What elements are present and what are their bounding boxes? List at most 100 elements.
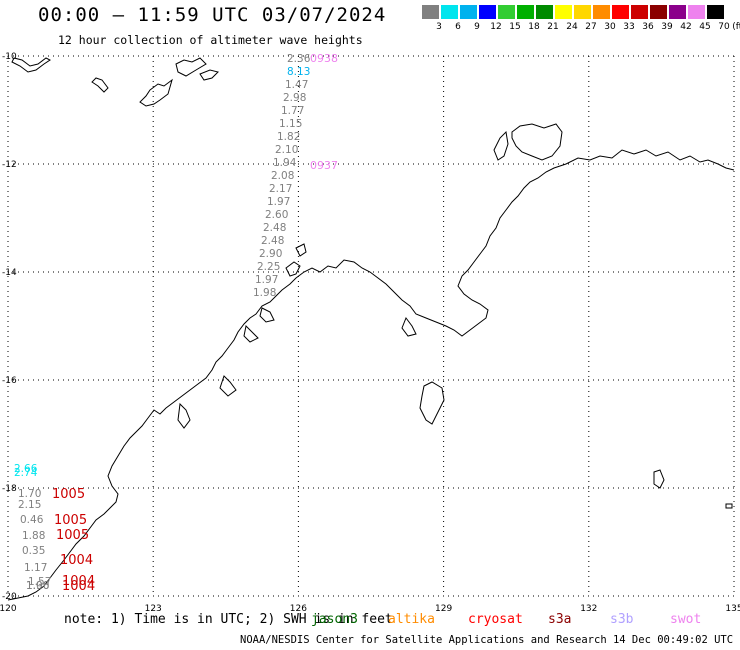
longitude-label: 120 [0,604,17,614]
longitude-label: 129 [435,604,452,614]
wave-height-reading: 2.25 [257,261,280,273]
wave-height-reading: 1.06 [26,580,50,592]
longitude-label: 123 [145,604,162,614]
island-coastline [493,130,509,161]
wave-height-reading: 2.10 [275,144,298,156]
scale-swatch [574,5,591,19]
track-time-label: 1005 [52,487,85,502]
wave-height-reading: 2.08 [271,170,294,182]
scale-label: 42 [680,22,692,32]
scale-label: 27 [585,22,597,32]
scale-label: 9 [474,22,480,32]
track-time-label: 1005 [54,513,87,528]
wave-height-reading: 2.60 [265,209,288,221]
scale-swatch [517,5,534,19]
wave-height-reading: 1.17 [24,562,47,574]
latitude-label: -16 [2,376,17,386]
wave-height-reading: 1.82 [277,131,300,143]
scale-swatch [498,5,515,19]
longitude-label: 135 [725,604,740,614]
scale-label: 24 [566,22,578,32]
latitude-label: -20 [2,592,17,602]
wave-height-reading: 8.13 [287,66,310,78]
island-coastline [295,243,307,257]
track-time-label: 1004 [60,553,93,568]
track-time-label: 1004 [62,574,95,589]
scale-swatch [441,5,458,19]
satellite-legend-altika: altika [388,612,435,627]
wave-height-reading: 2.15 [18,499,41,511]
wave-height-reading: 2.36 [287,53,311,65]
island-coastline [653,469,665,489]
legend-note: note: 1) Time is in UTC; 2) SWH is in fe… [64,612,393,627]
satellite-legend-s3a: s3a [548,612,572,627]
track-time-label: 1004 [62,579,95,594]
wave-height-reading: 2.66 [14,463,38,475]
wave-height-reading: 2.98 [283,92,306,104]
wave-height-reading: 1.94 [273,157,297,169]
map-labels: 2.368.131.472.981.771.151.822.101.942.08… [14,52,338,594]
wave-height-reading: 0.46 [20,514,44,526]
island-coastline [175,57,207,77]
wave-height-reading: 1.77 [281,105,304,117]
wave-height-reading: 2.17 [269,183,292,195]
graticule: 120 123 126 129 132 135 -10 -12 -14 -16 -18 -20 [0,52,740,614]
scale-swatch [650,5,667,19]
island-coastline [259,307,275,323]
scale-label: 18 [528,22,540,32]
map-title: 00:00 – 11:59 UTC 03/07/2024 [38,4,387,26]
scale-swatch [536,5,553,19]
island-coastline [419,381,445,425]
scale-label: 70 [718,22,730,32]
scale-swatch [612,5,629,19]
wave-height-reading: 2.48 [261,235,284,247]
wave-height-reading: 1.88 [22,530,45,542]
latitude-label: -10 [2,52,17,62]
scale-swatch [555,5,572,19]
satellite-legend-cryosat: cryosat [468,612,523,627]
wave-height-reading: 2.48 [263,222,286,234]
scale-label: 15 [509,22,521,32]
island-coastline [139,78,173,107]
track-time-label: 0937 [310,159,338,172]
scale-label: 36 [642,22,654,32]
island-coastline [725,503,733,509]
scale-swatch [631,5,648,19]
scale-label: 6 [455,22,461,32]
scale-swatch [422,5,439,19]
latitude-label: -18 [2,484,17,494]
australia-coastline [7,149,735,601]
wave-height-reading: 2.74 [14,467,38,479]
latitude-label: -12 [2,160,17,170]
wave-height-reading: 1.70 [18,488,41,500]
island-coastline [219,375,237,397]
scale-label: 21 [547,22,559,32]
longitude-label: 132 [580,604,597,614]
scale-label: 45 [699,22,711,32]
scale-swatch [593,5,610,19]
scale-label: 30 [604,22,616,32]
scale-unit: (ft) [732,22,740,32]
coastline [7,57,735,601]
wave-height-reading: 1.97 [267,196,290,208]
island-coastline [243,324,259,343]
credit-line: NOAA/NESDIS Center for Satellite Applica… [240,634,740,646]
wave-height-reading: 1.90 [26,580,49,592]
island-coastline [11,57,51,73]
scale-label: 33 [623,22,635,32]
wave-height-reading: 0.35 [22,545,45,557]
island-coastline [401,316,417,337]
island-coastline [199,69,219,81]
scale-swatch [688,5,705,19]
wave-height-reading: 1.57 [28,576,51,588]
scale-label: 12 [490,22,502,32]
scale-label: 3 [436,22,442,32]
island-coastline [177,402,191,429]
wave-height-reading: 1.15 [279,118,302,130]
map-subtitle: 12 hour collection of altimeter wave hei… [58,33,363,47]
scale-swatch [479,5,496,19]
island-coastline [285,261,301,277]
track-time-label: 0938 [310,52,338,65]
wave-height-reading: 1.98 [253,287,276,299]
longitude-label: 126 [290,604,307,614]
